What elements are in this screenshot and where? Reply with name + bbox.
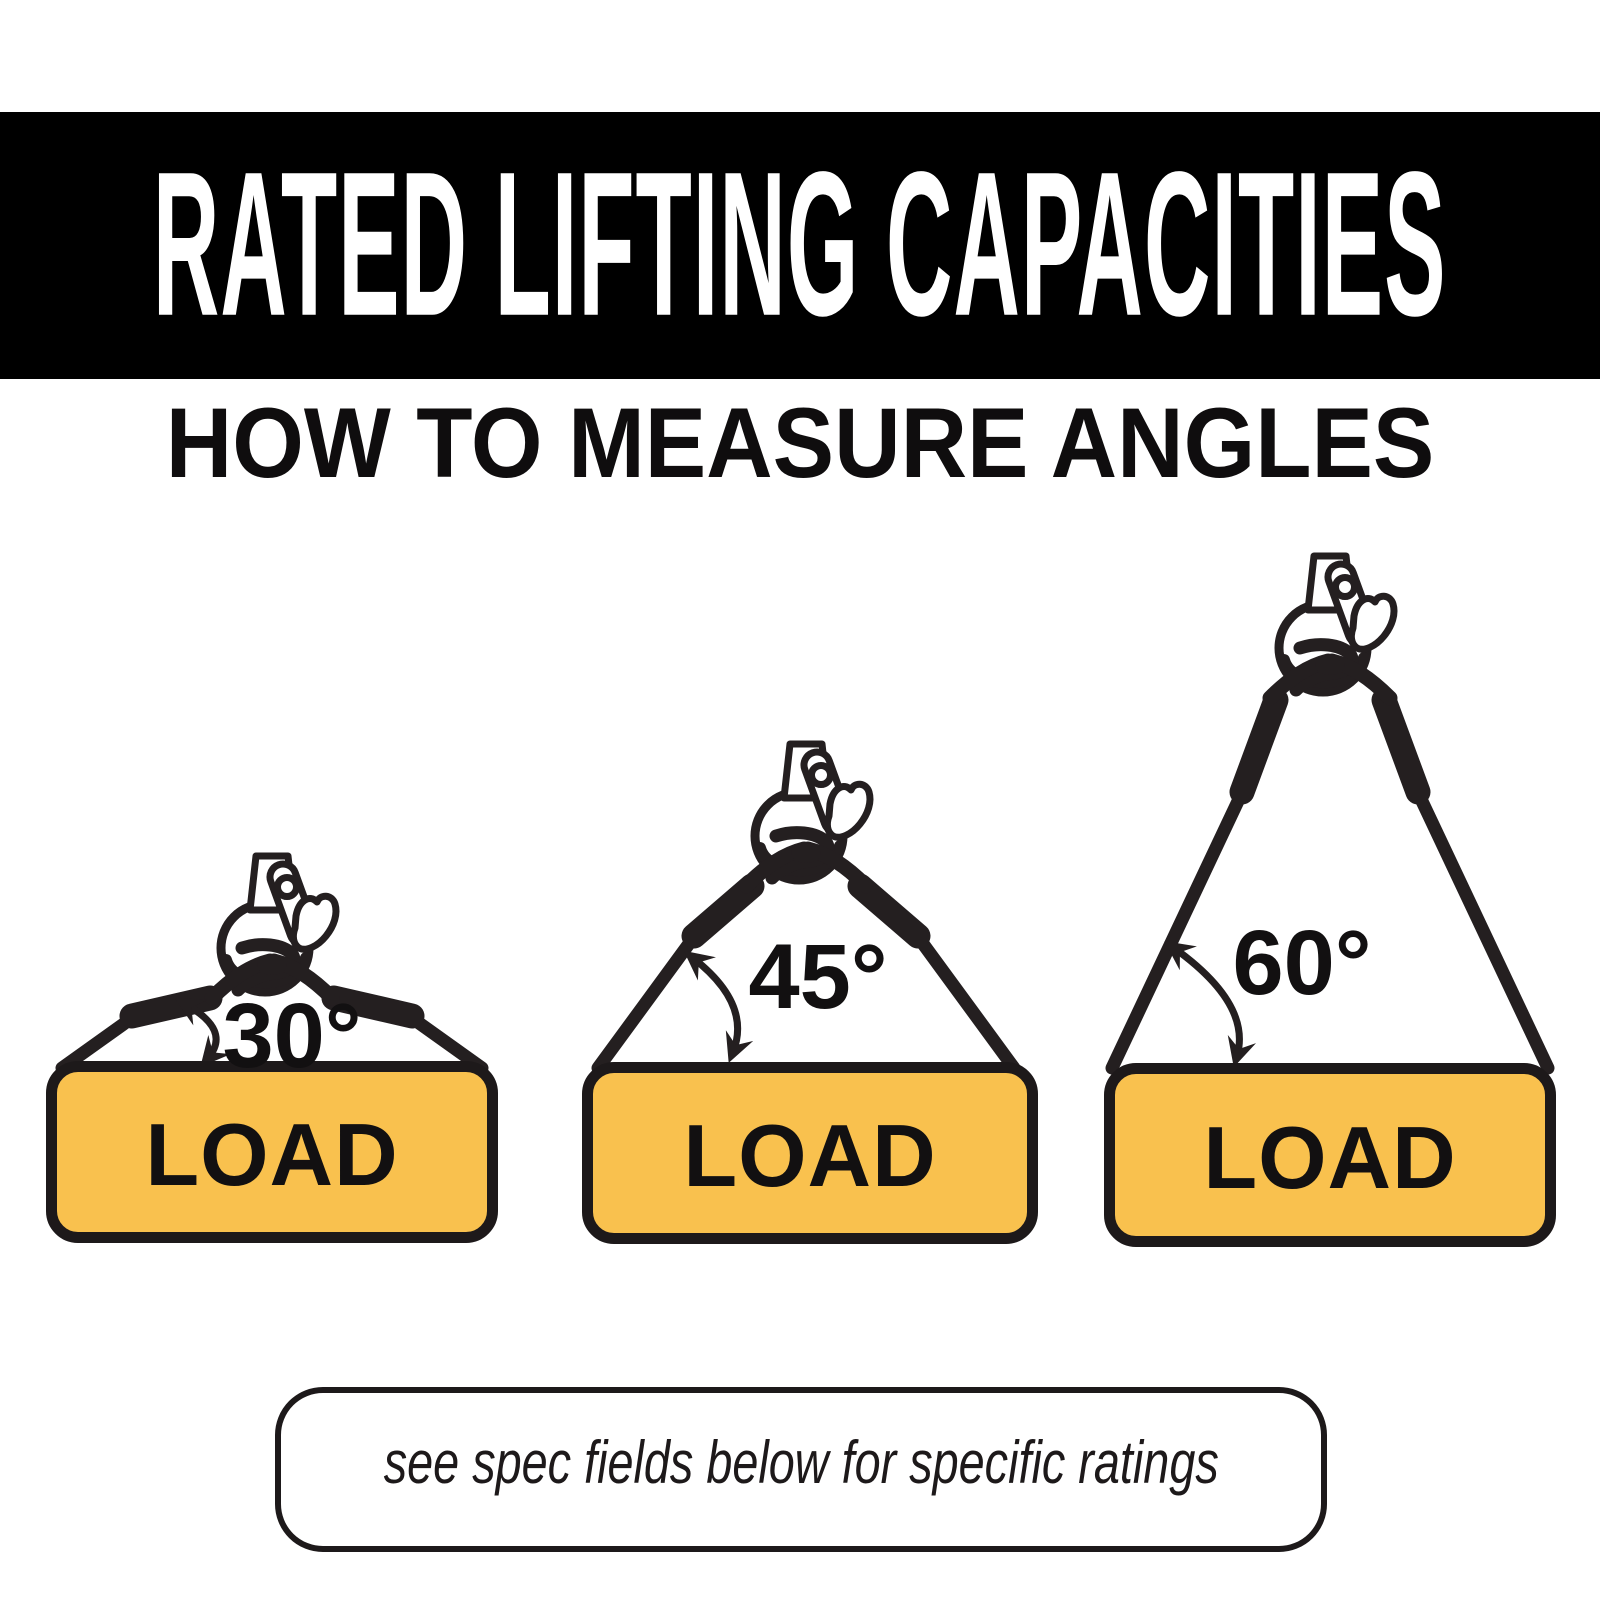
hook-icon xyxy=(212,856,336,998)
sling-diagram-60deg xyxy=(1105,556,1555,1075)
load-label: LOAD xyxy=(683,1106,937,1205)
sling-fitting-right xyxy=(1371,687,1431,805)
sling-fitting-left xyxy=(681,873,765,949)
sling-leg-left xyxy=(591,919,709,1075)
footnote-box: see spec fields below for specific ratin… xyxy=(275,1387,1327,1552)
angle-arrow-30 xyxy=(174,998,231,1067)
sling-diagram-45deg xyxy=(591,744,1021,1075)
page-subtitle: HOW TO MEASURE ANGLES xyxy=(165,386,1435,498)
load-box-30deg: LOAD xyxy=(46,1061,498,1243)
angle-arrow-45 xyxy=(683,950,754,1063)
hook-icon xyxy=(1270,556,1394,698)
sling-diagram-30deg xyxy=(55,856,489,1075)
sling-leg-left xyxy=(1105,773,1255,1075)
angle-value-30: 30° xyxy=(222,985,362,1087)
sling-leg-right xyxy=(903,919,1021,1075)
angle-value-45: 45° xyxy=(748,926,888,1028)
sling-leg-right xyxy=(1405,773,1555,1075)
sling-fitting-right xyxy=(321,985,425,1029)
load-box-60deg: LOAD xyxy=(1104,1063,1556,1247)
sling-fitting-left xyxy=(1229,687,1289,805)
load-label: LOAD xyxy=(1203,1108,1457,1207)
angle-arrow-60 xyxy=(1164,941,1257,1068)
load-label: LOAD xyxy=(145,1105,399,1204)
load-box-45deg: LOAD xyxy=(582,1062,1038,1244)
hook-icon xyxy=(746,744,870,886)
sling-fitting-right xyxy=(847,873,931,949)
angle-value-60: 60° xyxy=(1232,912,1372,1014)
title-banner: RATED LIFTING CAPACITIES xyxy=(0,112,1600,379)
page-title: RATED LIFTING CAPACITIES xyxy=(153,130,1447,360)
footnote-text: see spec fields below for specific ratin… xyxy=(383,1429,1219,1496)
